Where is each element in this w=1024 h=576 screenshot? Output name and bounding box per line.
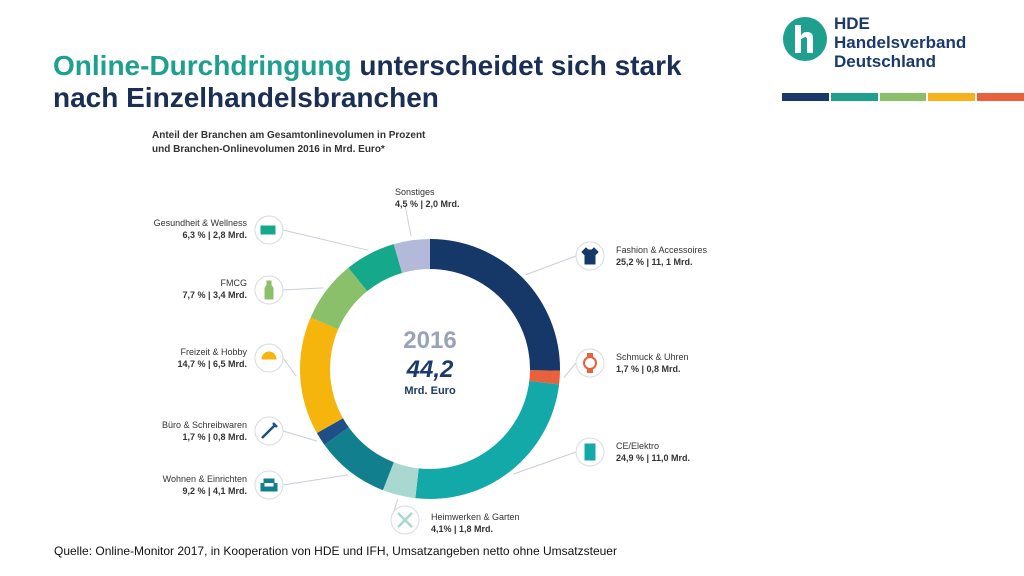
slice-label-value-4: 9,2 % | 4,1 Mrd.: [182, 486, 247, 496]
center-unit: Mrd. Euro: [404, 385, 456, 397]
leader-line-2: [512, 451, 577, 475]
leader-line-5: [282, 430, 318, 442]
slice-label-name-6: Freizeit & Hobby: [180, 347, 247, 357]
slice-label-value-2: 24,9 % | 11,0 Mrd.: [616, 453, 690, 463]
tshirt-icon: [575, 241, 605, 271]
donut-slice-9: [393, 239, 430, 273]
logo-line1: HDE: [834, 14, 870, 33]
armchair-icon: [254, 470, 284, 500]
logo-line2: Handelsverband: [834, 33, 967, 52]
tablet-icon: [575, 437, 605, 467]
tools-icon: [390, 505, 420, 535]
donut-slice-6: [300, 317, 343, 434]
brand-stripe-0: [782, 93, 829, 101]
center-total: 44,2: [406, 356, 454, 383]
donut-slice-4: [324, 427, 394, 491]
logo-line3: Deutschland: [834, 52, 937, 71]
slice-label-value-3: 4,1% | 1,8 Mrd.: [431, 524, 493, 534]
slice-label-value-6: 14,7 % | 6,5 Mrd.: [177, 359, 247, 369]
slice-label-value-1: 1,7 % | 0,8 Mrd.: [616, 364, 681, 374]
source-note: Quelle: Online-Monitor 2017, in Kooperat…: [54, 544, 617, 558]
brand-stripe-3: [928, 93, 976, 101]
slice-label-value-7: 7,7 % | 3,4 Mrd.: [182, 290, 247, 300]
center-year: 2016: [403, 327, 456, 354]
pills-icon: [254, 215, 284, 245]
leader-line-6: [282, 357, 297, 377]
leader-line-9: [404, 204, 412, 237]
slice-label-name-3: Heimwerken & Garten: [431, 512, 520, 522]
slice-label-name-0: Fashion & Accessoires: [616, 245, 708, 255]
slice-label-name-9: Sonstiges: [395, 187, 435, 197]
leader-line-4: [282, 474, 348, 486]
watch-icon: [575, 348, 605, 378]
chart-subtitle-line1: Anteil der Branchen am Gesamtonlinevolum…: [152, 130, 426, 141]
title-line2: nach Einzelhandelsbranchen: [53, 82, 439, 113]
title-highlight: Online-Durchdringung: [53, 50, 352, 81]
slice-label-value-9: 4,5 % | 2,0 Mrd.: [395, 199, 460, 209]
pen-icon: [254, 416, 284, 446]
ball-icon: [254, 343, 284, 373]
leader-line-0: [525, 255, 577, 276]
bottle-icon: [254, 275, 284, 305]
chart-subtitle-line2: und Branchen-Onlinevolumen 2016 in Mrd. …: [152, 144, 385, 155]
donut-slice-0: [430, 239, 560, 371]
brand-stripe-1: [830, 93, 878, 101]
donut-slice-5: [316, 418, 349, 445]
brand-stripe-2: [879, 93, 927, 101]
donut-slice-7: [310, 267, 368, 330]
leader-line-7: [282, 287, 324, 291]
donut-slice-2: [415, 380, 560, 499]
donut-slice-1: [529, 370, 560, 385]
slice-label-name-4: Wohnen & Einrichten: [163, 474, 247, 484]
donut-slice-3: [382, 462, 419, 499]
slice-label-name-1: Schmuck & Uhren: [616, 352, 689, 362]
slice-label-value-8: 6,3 % | 2,8 Mrd.: [182, 230, 247, 240]
slice-label-name-7: FMCG: [221, 278, 248, 288]
slice-label-value-5: 1,7 % | 0,8 Mrd.: [182, 432, 247, 442]
chart-subtitle: Anteil der Branchen am Gesamtonlinevolum…: [152, 129, 425, 157]
donut-slice-8: [348, 244, 403, 292]
brand-stripes: [782, 93, 1024, 101]
slice-label-value-0: 25,2 % | 11, 1 Mrd.: [616, 257, 693, 267]
leader-line-8: [282, 229, 369, 251]
slice-label-name-8: Gesundheit & Wellness: [154, 218, 248, 228]
title-line1-rest: unterscheidet sich stark: [351, 50, 682, 81]
leader-line-1: [563, 362, 577, 379]
brand-stripe-4: [977, 93, 1024, 101]
slice-label-name-5: Büro & Schreibwaren: [162, 420, 247, 430]
page-title: Online-Durchdringung unterscheidet sich …: [53, 50, 753, 114]
slice-label-name-2: CE/Elektro: [616, 441, 659, 451]
hde-logo: HDE Handelsverband Deutschland: [782, 14, 1022, 84]
hde-logo-mark-icon: [783, 17, 827, 61]
